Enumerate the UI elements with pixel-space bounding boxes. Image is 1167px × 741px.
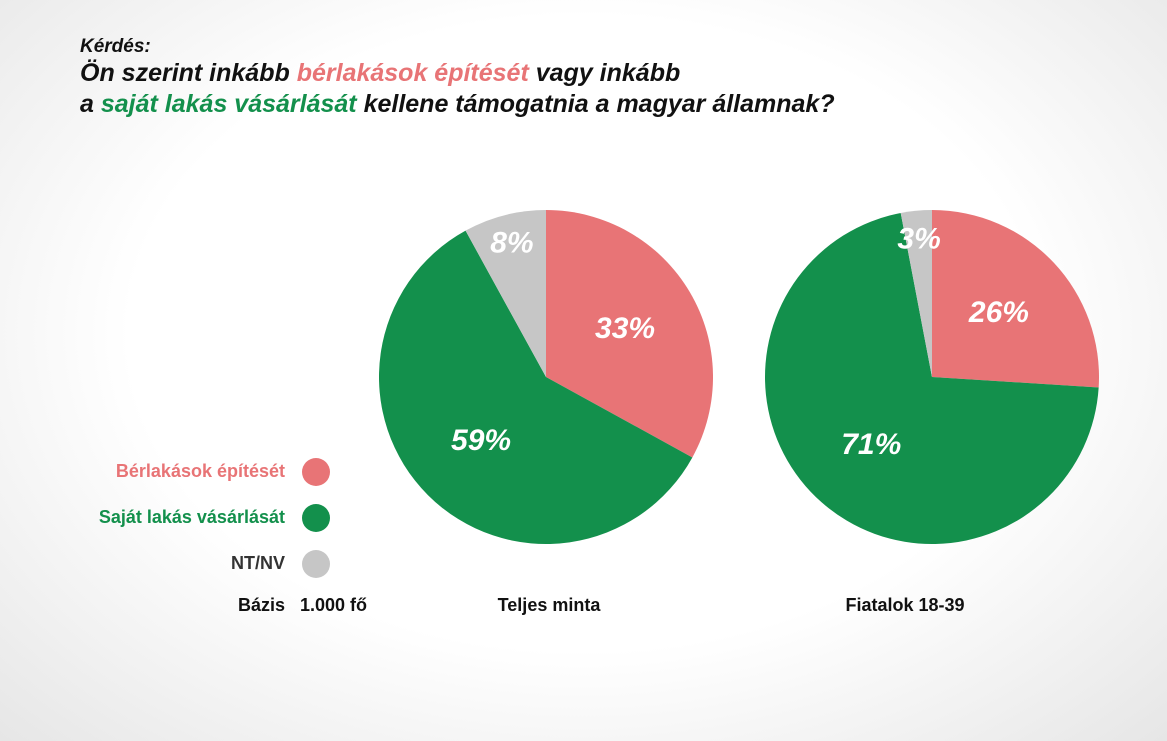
question-line: a saját lakás vásárlását kellene támogat…	[80, 89, 835, 120]
chart-title: Teljes minta	[498, 595, 602, 615]
legend-swatch	[302, 550, 330, 578]
legend-label: Bérlakások építését	[116, 461, 285, 481]
legend-swatch	[302, 504, 330, 532]
base-value: 1.000 fő	[300, 595, 367, 615]
data-label: 26%	[968, 296, 1029, 329]
data-label: 3%	[897, 223, 940, 256]
question: Kérdés: Ön szerint inkább bérlakások épí…	[80, 36, 835, 120]
question-highlight: bérlakások építését	[296, 59, 529, 87]
pie-slice	[378, 230, 693, 544]
question-text: vagy inkább	[535, 59, 681, 87]
chart-title: Fiatalok 18-39	[845, 595, 964, 615]
pie-slice	[932, 210, 1099, 388]
question-highlight: saját lakás vásárlását	[100, 90, 357, 118]
data-label: 33%	[595, 312, 655, 345]
data-label: 8%	[490, 226, 533, 259]
pie-slice	[764, 212, 1099, 545]
question-line: Ön szerint inkább bérlakások építését va…	[80, 58, 835, 89]
pie-slice	[465, 210, 546, 377]
question-label: Kérdés:	[80, 36, 151, 57]
legend-label: NT/NV	[231, 553, 285, 573]
data-label: 59%	[451, 424, 511, 457]
legend-swatch	[302, 458, 330, 486]
legend-label: Saját lakás vásárlását	[99, 507, 285, 527]
question-text: a	[80, 90, 94, 118]
data-label: 71%	[841, 428, 901, 461]
base-label: Bázis	[238, 595, 285, 615]
question-text: Ön szerint inkább	[80, 59, 290, 87]
pie-slice	[546, 210, 713, 458]
question-text: kellene támogatnia a magyar államnak?	[363, 90, 835, 118]
pie-slice	[900, 210, 932, 377]
